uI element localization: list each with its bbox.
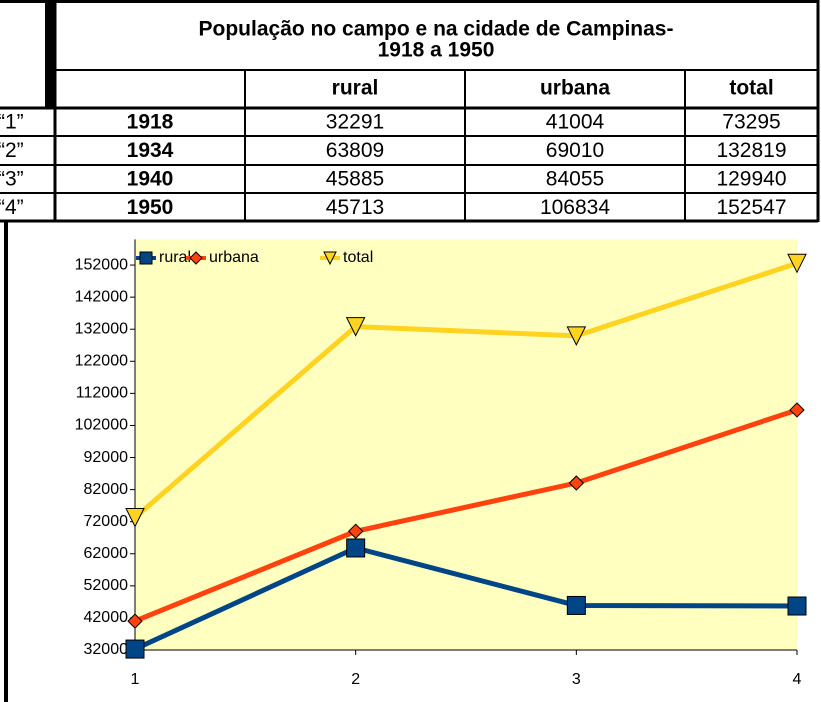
y-tick-label: 102000 (75, 417, 128, 434)
row-year: 1940 (127, 168, 174, 191)
y-tick-label: 42000 (84, 609, 129, 626)
cell-value: 32291 (326, 111, 384, 134)
cell-value: 106834 (540, 196, 610, 219)
y-tick-label: 82000 (84, 481, 129, 498)
cell-value: 41004 (546, 111, 605, 134)
marker (789, 402, 805, 418)
y-tick-label: 112000 (76, 385, 128, 402)
series-line (133, 545, 798, 652)
marker (566, 595, 586, 615)
cell-value: 69010 (546, 139, 604, 162)
marker (345, 317, 366, 337)
marker (566, 326, 587, 346)
series-line (133, 260, 798, 520)
table-bg (0, 0, 818, 222)
row-label: “1” (0, 111, 24, 134)
y-tick-label: 62000 (84, 545, 129, 562)
legend-marker (189, 251, 203, 265)
y-tick-label: 72000 (84, 513, 129, 530)
marker (568, 475, 585, 491)
legend-label: total (343, 249, 373, 266)
cell-value: 132819 (716, 139, 786, 162)
legend-marker (139, 251, 153, 265)
x-tick-label: 4 (793, 671, 802, 688)
y-tick-label: 142000 (75, 288, 128, 305)
marker (787, 596, 807, 616)
x-tick-label: 3 (572, 671, 581, 688)
row-year: 1934 (127, 139, 174, 162)
row-label: “2” (0, 139, 24, 162)
row-year: 1918 (127, 111, 174, 134)
column-header: total (729, 77, 773, 100)
cell-value: 45713 (326, 196, 384, 219)
marker (347, 523, 364, 539)
row-label: “4” (0, 196, 24, 219)
column-header: urbana (540, 77, 610, 100)
table-title: 1918 a 1950 (378, 39, 495, 62)
marker (346, 538, 366, 558)
x-tick-label: 2 (351, 671, 360, 688)
cell-value: 84055 (546, 168, 604, 191)
row-label: “3” (0, 168, 24, 191)
x-tick-label: 1 (131, 671, 140, 688)
marker (127, 613, 143, 629)
series-line (134, 407, 798, 624)
legend-marker (323, 251, 337, 266)
legend-label: rural (159, 249, 191, 266)
y-tick-label: 52000 (84, 577, 129, 594)
marker (125, 508, 145, 528)
marker (125, 639, 145, 659)
legend-label: urbana (209, 249, 259, 266)
y-tick-label: 92000 (84, 449, 129, 466)
y-tick-label: 152000 (75, 256, 128, 273)
y-tick-label: 32000 (84, 641, 129, 658)
column-header: rural (332, 77, 379, 100)
y-tick-label: 122000 (75, 353, 128, 370)
row-year: 1950 (127, 196, 174, 219)
cell-value: 129940 (716, 168, 786, 191)
cell-value: 152547 (716, 196, 786, 219)
cell-value: 73295 (722, 111, 780, 134)
marker (787, 253, 807, 274)
cell-value: 63809 (326, 139, 384, 162)
table-title: População no campo e na cidade de Campin… (199, 18, 674, 41)
y-tick-label: 132000 (75, 320, 128, 337)
cell-value: 45885 (326, 168, 384, 191)
